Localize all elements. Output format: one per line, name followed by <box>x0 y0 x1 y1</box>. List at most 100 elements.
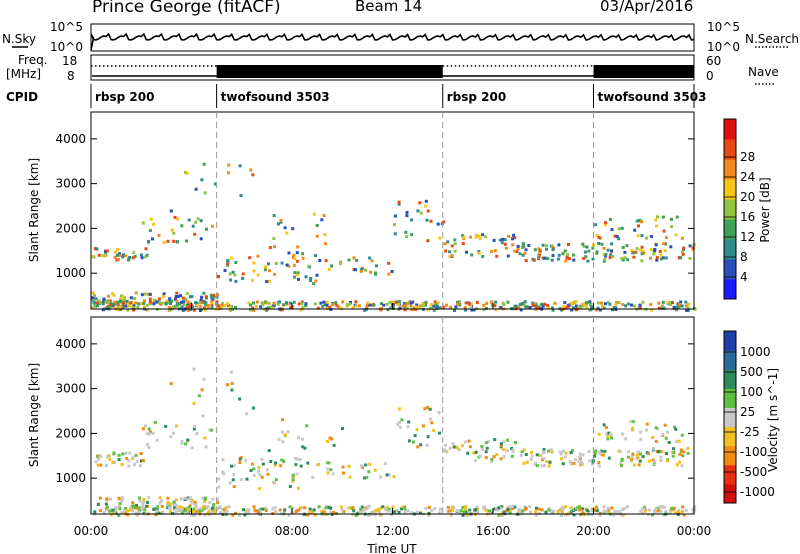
echo-cell <box>672 305 676 309</box>
echo-cell <box>397 200 401 204</box>
echo-cell <box>175 299 179 303</box>
echo-cell <box>513 249 517 253</box>
freq-blocks <box>91 65 694 78</box>
echo-cell <box>227 505 231 509</box>
freq-tick-low: 8 <box>67 69 75 83</box>
echo-cell <box>652 251 656 255</box>
echo-cell <box>341 300 345 304</box>
echo-cell <box>156 505 160 509</box>
echo-cell <box>124 507 128 510</box>
echo-cell <box>551 306 554 310</box>
echo-cell <box>681 509 684 513</box>
echo-cell <box>482 308 486 312</box>
echo-cell <box>142 305 146 309</box>
echo-cell <box>643 505 647 509</box>
echo-cell <box>312 508 316 512</box>
echo-cell <box>564 505 568 509</box>
echo-cell <box>297 436 300 440</box>
echo-cell <box>385 302 389 306</box>
echo-cell <box>186 300 190 304</box>
echo-cell <box>545 244 549 248</box>
echo-cell <box>655 258 659 262</box>
echo-cell <box>238 397 242 401</box>
echo-cell <box>345 303 349 307</box>
echo-cell <box>398 306 402 310</box>
echo-cell <box>391 505 395 509</box>
echo-cell <box>518 303 522 306</box>
echo-cell <box>427 511 431 515</box>
echo-cell <box>590 305 593 309</box>
echo-cell <box>528 306 532 309</box>
echo-cell <box>540 302 543 306</box>
echo-cell <box>173 215 177 219</box>
echo-cell <box>113 511 117 515</box>
echo-cell <box>393 232 397 236</box>
echo-cell <box>228 272 232 276</box>
echo-cell <box>155 300 159 304</box>
echo-cell <box>234 511 238 515</box>
echo-cell <box>484 456 488 460</box>
echo-cell <box>129 296 133 300</box>
echo-cell <box>91 306 95 310</box>
echo-cell <box>326 439 329 443</box>
echo-cell <box>608 256 612 260</box>
echo-cell <box>598 308 602 312</box>
echo-cell <box>331 472 335 476</box>
echo-cell <box>621 508 624 511</box>
echo-cell <box>502 440 506 444</box>
echo-cell <box>675 463 679 467</box>
echo-cell <box>190 498 194 502</box>
echo-cell <box>229 308 232 312</box>
echo-cell <box>293 257 297 261</box>
echo-cell <box>199 309 202 312</box>
echo-cell <box>490 457 494 461</box>
echo-cell <box>435 306 439 310</box>
echo-cell <box>560 514 563 517</box>
echo-cell <box>327 267 331 271</box>
freq-tick-high: 18 <box>62 54 77 68</box>
echo-cell <box>203 513 207 517</box>
echo-cell <box>108 457 112 461</box>
echo-cell <box>178 505 182 509</box>
echo-cell <box>552 509 556 513</box>
echo-cell <box>171 511 175 515</box>
echo-cell <box>99 509 103 513</box>
colorbar-swatch <box>724 464 736 485</box>
echo-cell <box>508 511 512 514</box>
echo-cell <box>563 513 567 517</box>
echo-cell <box>364 268 367 272</box>
echo-cell <box>148 297 152 301</box>
echo-cell <box>615 235 619 239</box>
echo-cell <box>602 306 606 310</box>
echo-cell <box>620 514 624 517</box>
echo-cell <box>368 462 372 466</box>
echo-cell <box>661 505 665 509</box>
echo-cell <box>379 302 383 305</box>
echo-cell <box>203 499 207 503</box>
echo-cell <box>407 439 411 443</box>
echo-cell <box>630 457 634 461</box>
echo-cell <box>304 302 308 306</box>
echo-cell <box>373 513 377 517</box>
echo-cell <box>673 425 676 429</box>
echo-cell <box>335 511 338 515</box>
echo-cell <box>137 510 141 514</box>
echo-cell <box>292 253 296 257</box>
echo-cell <box>162 292 166 296</box>
echo-cell <box>604 254 608 258</box>
echo-cell <box>172 502 175 506</box>
echo-cell <box>389 306 393 310</box>
echo-cell <box>606 300 610 304</box>
echo-cell <box>655 224 658 228</box>
colorbar-tick-label: -100 <box>740 445 767 459</box>
echo-cell <box>393 214 397 218</box>
colorbar-swatch <box>724 483 736 504</box>
echo-cell <box>452 445 456 449</box>
echo-cell <box>477 234 481 238</box>
echo-cell <box>264 509 268 513</box>
echo-cell <box>448 446 452 450</box>
echo-cell <box>641 249 645 253</box>
echo-cell <box>669 245 673 249</box>
echo-cell <box>451 442 455 446</box>
echo-cell <box>528 505 532 509</box>
